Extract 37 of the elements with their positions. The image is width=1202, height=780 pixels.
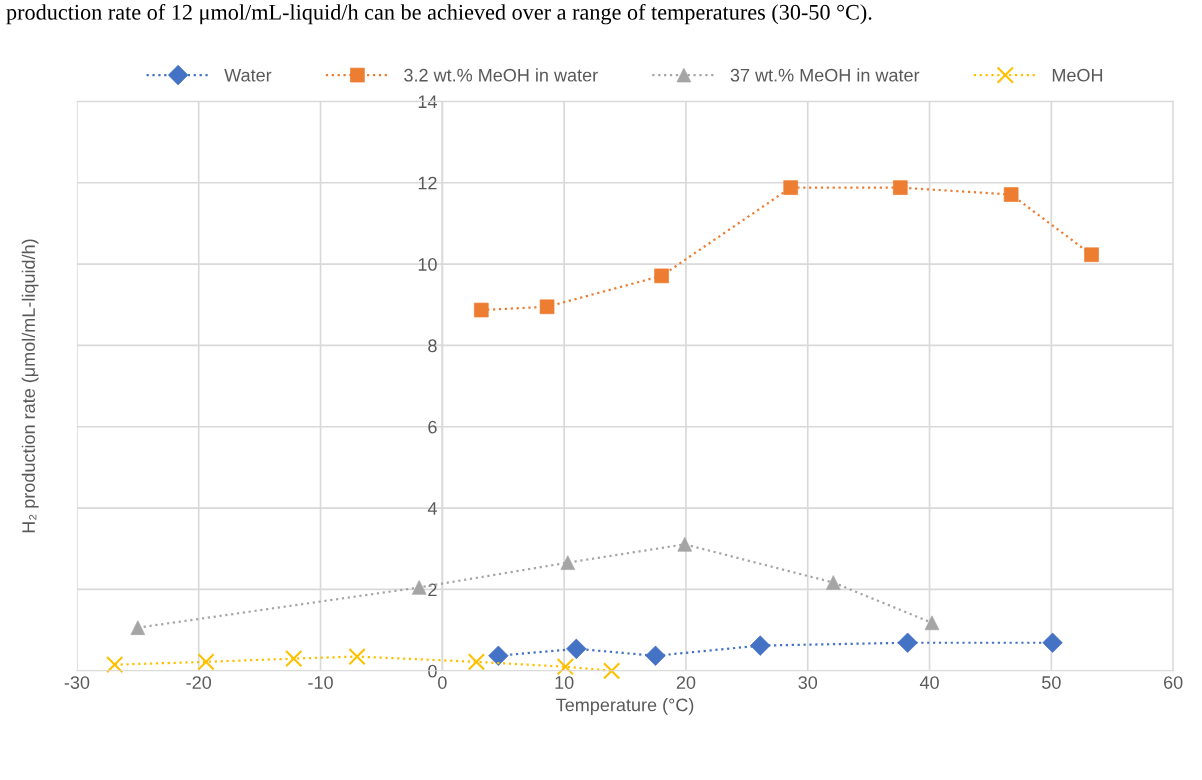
point xyxy=(197,653,215,671)
x-tick-label: 60 xyxy=(1164,676,1183,689)
legend-label: Water xyxy=(224,68,272,82)
y-tick-label: 0 xyxy=(428,664,437,678)
point xyxy=(348,647,366,666)
y-tick-label: 12 xyxy=(418,176,437,190)
point xyxy=(556,658,575,676)
point xyxy=(645,645,666,666)
y-tick-label: 4 xyxy=(427,502,437,515)
y-tick-label: 6 xyxy=(428,420,437,434)
y-tick-label: 10 xyxy=(418,258,437,271)
x-axis-title: Temperature (°C) xyxy=(556,698,694,715)
x-tick-label: -10 xyxy=(308,676,333,689)
point xyxy=(897,632,918,653)
x-tick-label: 20 xyxy=(676,676,696,689)
point xyxy=(467,653,486,671)
text: production rate of 12 μmol/mL-liquid/h can be achieved over a range of temperatures (30-50 °C). xyxy=(6,3,872,25)
x-tick-label: 30 xyxy=(798,676,818,689)
point xyxy=(602,662,621,680)
point xyxy=(130,620,146,635)
legend-label: 37 wt.% MeOH in water xyxy=(730,68,920,82)
x-tick-label: 10 xyxy=(555,676,574,689)
x-tick-label: 50 xyxy=(1042,676,1061,689)
legend-label: MeOH xyxy=(1052,68,1103,82)
y-axis-title: H₂ production rate (μmol/mL-liquid/h) xyxy=(21,239,39,533)
y-tick-label: 8 xyxy=(428,339,437,353)
x-tick-label: 40 xyxy=(919,676,939,689)
point xyxy=(106,656,124,674)
x-tick-label: -30 xyxy=(64,676,90,689)
point xyxy=(1042,632,1063,653)
x-tick-label: 0 xyxy=(438,676,447,689)
legend-label: 3.2 wt.% MeOH in water xyxy=(404,68,598,82)
point xyxy=(560,555,576,570)
point xyxy=(474,302,489,318)
point xyxy=(539,299,555,315)
point xyxy=(285,649,303,668)
x-tick-label: -20 xyxy=(186,676,212,689)
